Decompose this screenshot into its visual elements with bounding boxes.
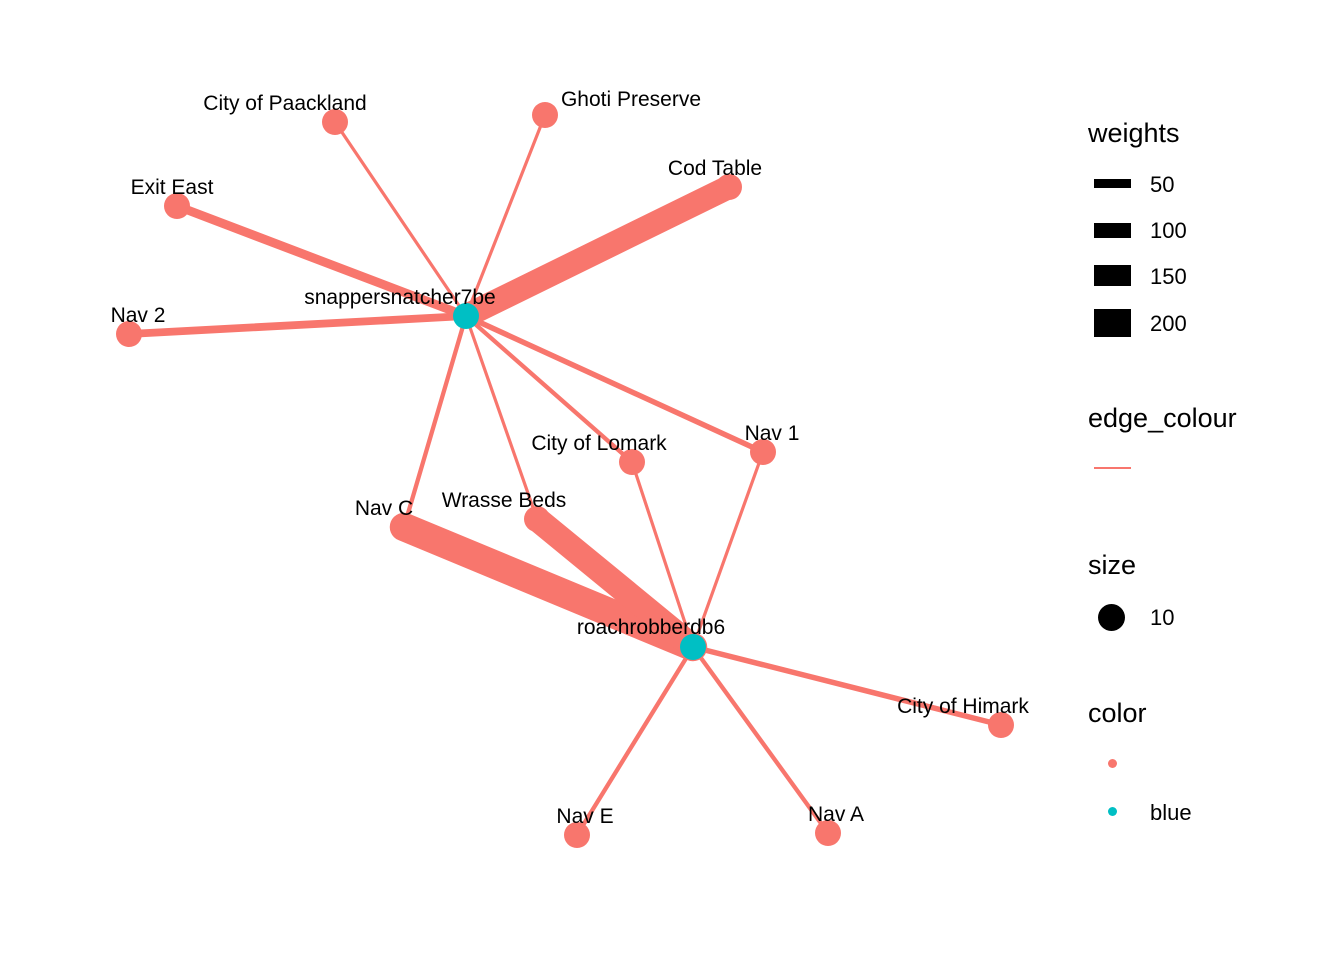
edge-roachrobberdb6-city-of-lomark: [630, 460, 695, 649]
legend-weights-label-150: 150: [1150, 264, 1187, 289]
legend-weights-label-100: 100: [1150, 218, 1187, 243]
node-label-wrasse-beds: Wrasse Beds: [442, 489, 567, 512]
node-exit-east: [164, 193, 190, 219]
node-city-of-paackland: [322, 109, 348, 135]
node-nav-c: [391, 514, 417, 540]
labels-layer: snappersnatcher7be roachrobberdb6 City of …: [111, 88, 1030, 828]
node-label-city-of-himark: City of Himark: [897, 695, 1029, 718]
legend-color-dot-salmon: [1108, 759, 1117, 768]
node-label-nav-2: Nav 2: [111, 304, 166, 327]
node-roachrobberdb6: [680, 634, 706, 660]
legend-weights-key-100: [1094, 223, 1131, 238]
edge-roachrobberdb6-nav-a: [690, 644, 831, 836]
edge-snappersnatcher7be-exit-east: [172, 201, 471, 321]
legend: weights 50 100 150 200 edge_colour size …: [1088, 118, 1328, 838]
legend-edge-colour-title: edge_colour: [1088, 403, 1237, 433]
nodes-layer: [116, 102, 1014, 848]
node-snappersnatcher7be: [453, 303, 479, 329]
network-graph: snappersnatcher7be roachrobberdb6 City of …: [111, 88, 1030, 848]
edge-snappersnatcher7be-cod-table: [454, 175, 741, 328]
edge-roachrobberdb6-nav-1: [691, 450, 765, 649]
legend-edge-colour-line: [1094, 467, 1131, 469]
edge-roachrobberdb6-city-of-himark: [690, 644, 1004, 728]
edges-layer: [125, 113, 1004, 838]
node-city-of-lomark: [619, 449, 645, 475]
legend-weights-key-150: [1094, 265, 1131, 286]
edge-snappersnatcher7be-nav-2: [125, 312, 470, 338]
node-label-snappersnatcher7be: snappersnatcher7be: [304, 286, 495, 309]
node-label-cod-table: Cod Table: [668, 157, 762, 180]
legend-weights-title: weights: [1088, 118, 1180, 148]
edge-roachrobberdb6-nav-e: [574, 644, 696, 838]
node-label-city-of-paackland: City of Paackland: [203, 92, 366, 115]
edge-snappersnatcher7be-nav-1: [463, 313, 766, 455]
node-label-city-of-lomark: City of Lomark: [531, 432, 667, 455]
node-label-nav-c: Nav C: [355, 497, 413, 520]
legend-size-title: size: [1088, 550, 1137, 580]
legend-color-title: color: [1088, 698, 1147, 728]
edge-snappersnatcher7be-ghoti-preserve: [464, 113, 547, 318]
node-wrasse-beds: [524, 506, 550, 532]
legend-color-dot-blue: [1108, 807, 1117, 816]
legend-weights-key-50: [1094, 179, 1131, 188]
legend-weights-label-200: 200: [1150, 311, 1187, 336]
node-label-nav-a: Nav A: [808, 803, 864, 826]
node-nav-a: [815, 820, 841, 846]
node-label-nav-1: Nav 1: [745, 422, 800, 445]
node-city-of-himark: [988, 712, 1014, 738]
edge-snappersnatcher7be-city-of-paackland: [333, 120, 468, 318]
edge-roachrobberdb6-nav-c: [389, 512, 708, 662]
legend-size-dot: [1098, 604, 1125, 631]
edge-snappersnatcher7be-city-of-lomark: [463, 313, 635, 465]
node-nav-2: [116, 321, 142, 347]
legend-weights-key-200: [1094, 309, 1131, 337]
node-ghoti-preserve: [532, 102, 558, 128]
node-label-ghoti-preserve: Ghoti Preserve: [561, 88, 701, 111]
node-nav-1: [750, 439, 776, 465]
node-nav-e: [564, 822, 590, 848]
edge-roachrobberdb6-wrasse-beds: [524, 506, 706, 660]
node-label-nav-e: Nav E: [556, 805, 613, 828]
legend-color-label-1: blue: [1150, 800, 1192, 825]
node-label-exit-east: Exit East: [131, 176, 214, 199]
edge-snappersnatcher7be-wrasse-beds: [464, 314, 539, 521]
node-label-roachrobberdb6: roachrobberdb6: [577, 616, 725, 639]
legend-weights-label-50: 50: [1150, 172, 1175, 197]
edge-snappersnatcher7be-nav-c: [401, 313, 469, 530]
node-cod-table: [716, 174, 742, 200]
legend-size-label-10: 10: [1150, 605, 1175, 630]
